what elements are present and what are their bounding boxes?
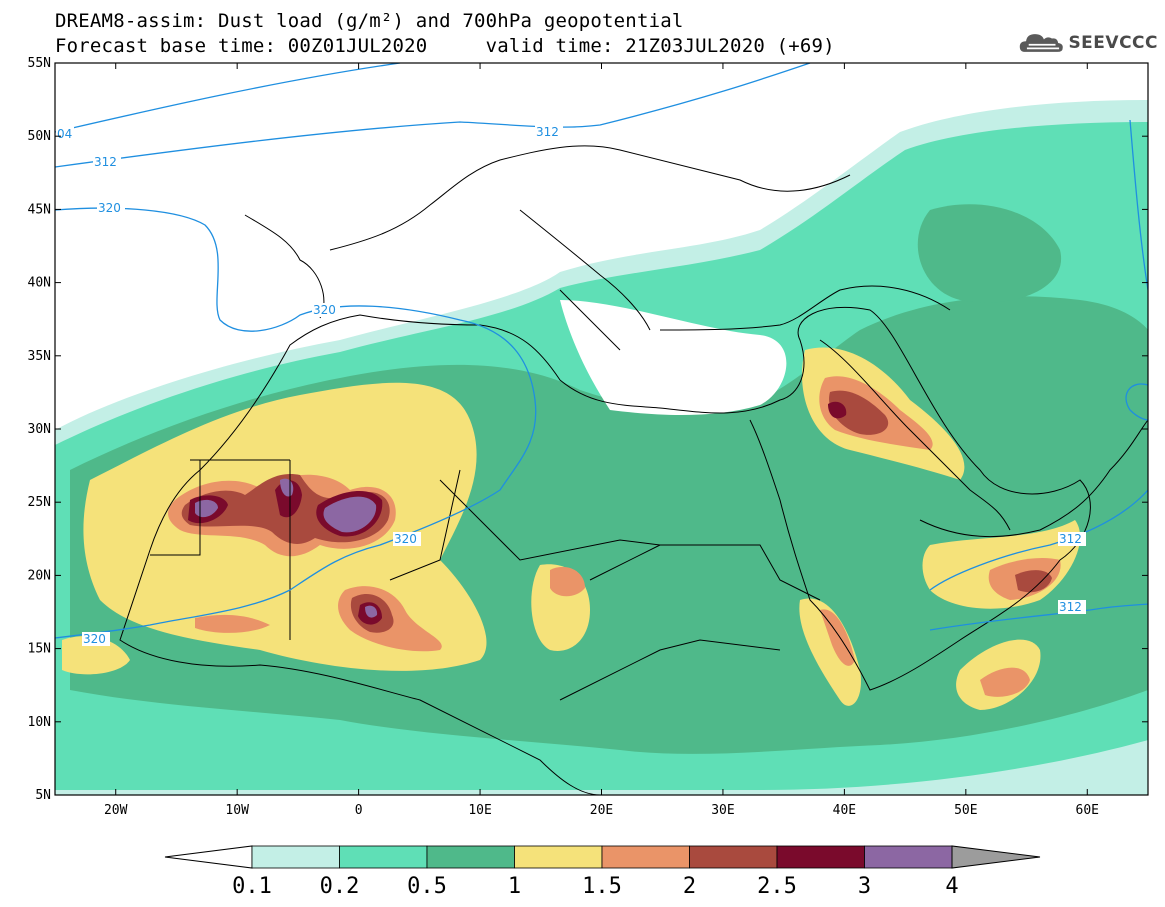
lon-label: 20E <box>590 803 613 818</box>
map-title-line2: Forecast base time: 00Z01JUL2020 valid t… <box>55 35 835 57</box>
colorbar-label: 3 <box>858 874 871 899</box>
lon-label: 10E <box>468 803 491 818</box>
lat-label: 45N <box>28 202 51 217</box>
colorbar-label: 0.5 <box>407 874 447 899</box>
colorbar-swatch <box>426 845 515 869</box>
seevccc-logo: SEEVCCC <box>1018 28 1158 58</box>
lon-label: 60E <box>1076 803 1099 818</box>
lon-label: 10W <box>225 803 249 818</box>
colorbar-over-triangle <box>951 845 1041 869</box>
contour-label: 320 <box>83 632 106 646</box>
contour-label: 312 <box>1059 532 1082 546</box>
logo-text: SEEVCCC <box>1068 33 1158 53</box>
colorbar-under-triangle <box>164 845 253 869</box>
map-title-line1: DREAM8-assim: Dust load (g/m²) and 700hP… <box>55 10 684 32</box>
lon-label: 0 <box>355 803 363 818</box>
lat-label: 50N <box>28 129 51 144</box>
lat-label: 55N <box>28 56 51 71</box>
lat-label: 15N <box>28 642 51 657</box>
lon-label: 40E <box>833 803 856 818</box>
contour-label: 320 <box>394 532 417 546</box>
contour-labels: 04 312 312 320 320 320 320 312 312 <box>56 125 1086 646</box>
coastlines <box>119 145 1148 795</box>
colorbar-swatch <box>776 845 865 869</box>
lat-label: 35N <box>28 349 51 364</box>
lat-label: 10N <box>28 715 51 730</box>
contour-label: 312 <box>536 125 559 139</box>
latitude-axis: 55N 50N 45N 40N 35N 30N 25N 20N 15N 10N 5N <box>28 56 1148 803</box>
lat-label: 20N <box>28 568 51 583</box>
lat-label: 30N <box>28 422 51 437</box>
low-dust-areas <box>560 300 787 415</box>
colorbar-label: 4 <box>945 874 958 899</box>
colorbar-swatch <box>689 845 778 869</box>
contour-label: 312 <box>94 155 117 169</box>
dust-band-4 <box>195 499 218 518</box>
colorbar-label: 2.5 <box>757 874 797 899</box>
colorbar-swatch <box>864 845 953 869</box>
colorbar-label: 1 <box>508 874 521 899</box>
longitude-axis: 20W 10W 0 10E 20E 30E 40E 50E 60E <box>104 63 1099 818</box>
cloud-logo-icon <box>1019 34 1063 52</box>
colorbar-label: 0.1 <box>232 874 272 899</box>
colorbar-swatch <box>514 845 603 869</box>
colorbar-swatch <box>339 845 428 869</box>
contour-label: 04 <box>57 127 72 141</box>
colorbar-swatch <box>251 845 340 869</box>
colorbar-swatch <box>601 845 690 869</box>
geopotential-contours <box>55 63 1148 639</box>
lat-label: 5N <box>35 788 51 803</box>
contour-label: 312 <box>1059 600 1082 614</box>
lat-label: 40N <box>28 276 51 291</box>
dust-field <box>55 63 1148 795</box>
contour-label: 320 <box>313 303 336 317</box>
colorbar-label: 2 <box>683 874 696 899</box>
colorbar: 0.1 0.2 0.5 1 1.5 2 2.5 3 4 <box>164 845 1041 899</box>
lon-label: 20W <box>104 803 128 818</box>
contour-label: 320 <box>98 201 121 215</box>
colorbar-label: 0.2 <box>320 874 360 899</box>
lon-label: 30E <box>711 803 734 818</box>
lat-label: 25N <box>28 495 51 510</box>
lon-label: 50E <box>954 803 977 818</box>
colorbar-label: 1.5 <box>582 874 622 899</box>
